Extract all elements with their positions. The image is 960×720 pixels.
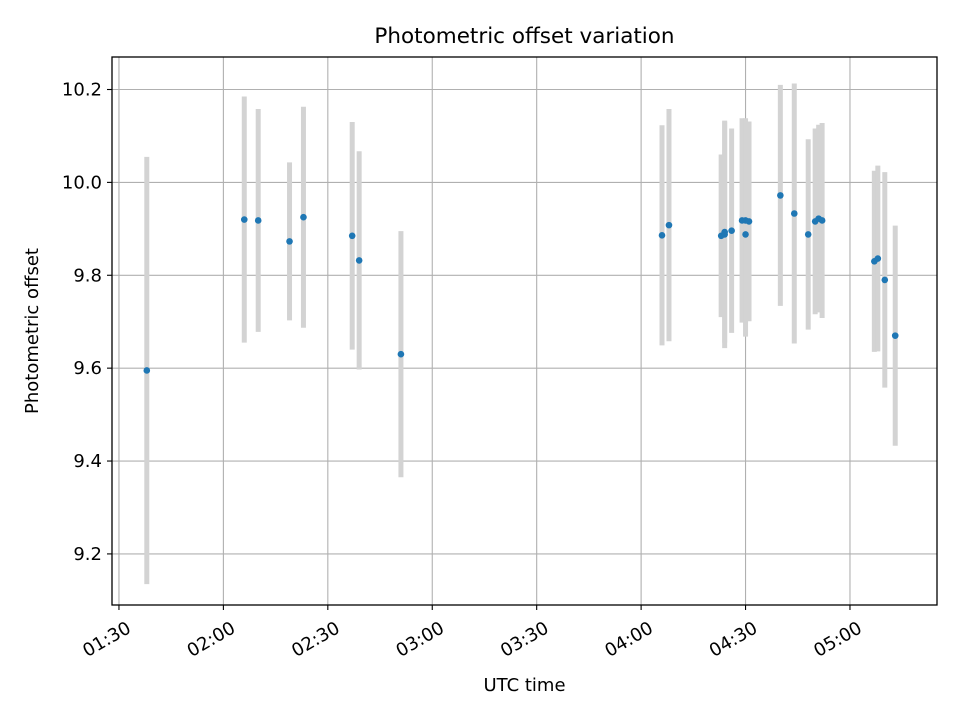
data-point [790, 210, 798, 217]
data-point [300, 213, 307, 221]
data-point [397, 350, 405, 358]
data-point [721, 228, 728, 236]
data-point [355, 257, 363, 264]
data-point [348, 232, 356, 240]
data-point [254, 217, 262, 224]
data-point [874, 255, 882, 262]
y-tick-label: 10.0 [62, 172, 102, 193]
chart-title: Photometric offset variation [374, 24, 674, 49]
y-tick-label: 9.6 [73, 358, 102, 379]
y-axis-label: Photometric offset [22, 248, 43, 414]
y-tick-label: 10.2 [62, 80, 102, 101]
y-tick-label: 9.4 [73, 451, 102, 472]
data-point [881, 276, 889, 284]
data-point [658, 232, 666, 239]
grid [112, 57, 937, 605]
data-point [240, 216, 248, 223]
data-point [728, 227, 735, 234]
data-point [742, 231, 749, 238]
data-point [804, 231, 812, 238]
data-point [777, 192, 784, 199]
data-point [745, 218, 753, 225]
data-points [143, 192, 899, 374]
plot-frame [111, 56, 938, 606]
data-point [665, 221, 673, 229]
x-axis-label: UTC time [483, 675, 565, 696]
data-point [818, 217, 826, 224]
data-point [891, 332, 899, 339]
data-point [143, 367, 151, 374]
y-axis: 9.2 9.4 9.6 9.8 10.0 10.2 [62, 80, 112, 565]
data-point [286, 238, 293, 245]
y-tick-label: 9.8 [73, 265, 102, 286]
y-tick-label: 9.2 [73, 544, 102, 565]
